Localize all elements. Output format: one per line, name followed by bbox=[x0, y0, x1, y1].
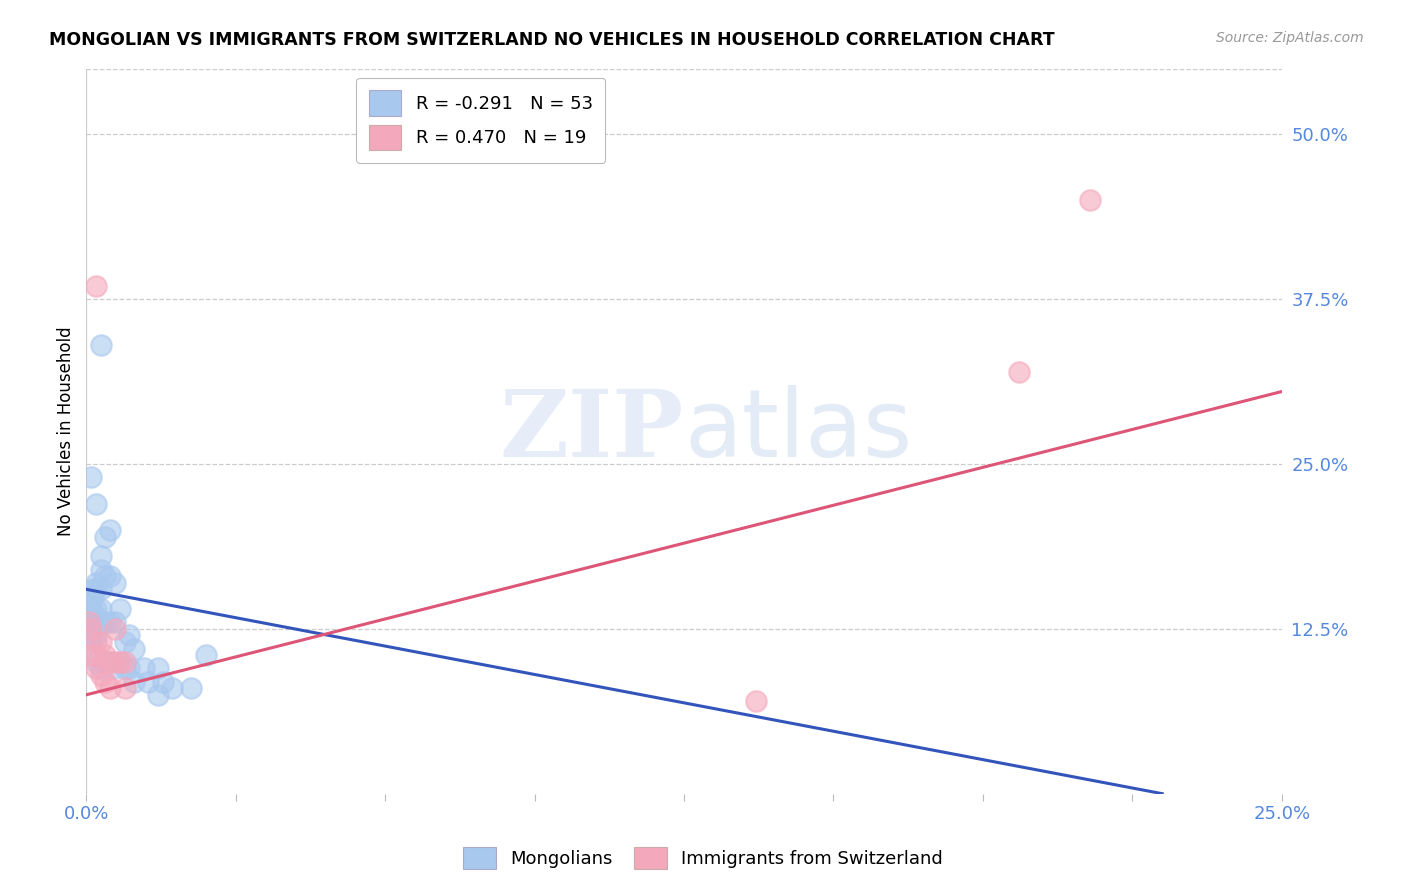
Point bbox=[77, 615, 100, 630]
Point bbox=[114, 681, 136, 696]
Point bbox=[90, 549, 112, 564]
Point bbox=[80, 635, 103, 649]
Point bbox=[84, 575, 107, 590]
Point bbox=[108, 602, 131, 616]
Y-axis label: No Vehicles in Household: No Vehicles in Household bbox=[58, 326, 75, 536]
Point bbox=[114, 655, 136, 669]
Point bbox=[98, 681, 121, 696]
Text: Source: ZipAtlas.com: Source: ZipAtlas.com bbox=[1216, 31, 1364, 45]
Point bbox=[94, 569, 117, 583]
Point bbox=[84, 655, 107, 669]
Point bbox=[90, 562, 112, 576]
Point bbox=[1080, 194, 1102, 208]
Point bbox=[90, 602, 112, 616]
Point bbox=[90, 338, 112, 352]
Point bbox=[82, 582, 104, 597]
Point bbox=[108, 655, 131, 669]
Point bbox=[84, 615, 107, 630]
Point bbox=[80, 595, 103, 609]
Point bbox=[152, 674, 174, 689]
Point bbox=[104, 655, 127, 669]
Point bbox=[104, 615, 127, 630]
Point bbox=[194, 648, 217, 663]
Point bbox=[80, 622, 103, 636]
Point bbox=[114, 661, 136, 675]
Point bbox=[162, 681, 184, 696]
Point bbox=[82, 589, 104, 603]
Point bbox=[94, 655, 117, 669]
Point bbox=[98, 569, 121, 583]
Point bbox=[104, 622, 127, 636]
Point bbox=[146, 688, 169, 702]
Point bbox=[94, 674, 117, 689]
Point bbox=[104, 661, 127, 675]
Point bbox=[98, 615, 121, 630]
Point bbox=[745, 694, 768, 708]
Point bbox=[80, 602, 103, 616]
Legend: Mongolians, Immigrants from Switzerland: Mongolians, Immigrants from Switzerland bbox=[454, 838, 952, 879]
Point bbox=[84, 279, 107, 293]
Point bbox=[1008, 365, 1031, 379]
Point bbox=[80, 648, 103, 663]
Point bbox=[90, 668, 112, 682]
Point bbox=[84, 661, 107, 675]
Point bbox=[84, 622, 107, 636]
Point bbox=[84, 648, 107, 663]
Point bbox=[84, 582, 107, 597]
Point bbox=[94, 530, 117, 544]
Point bbox=[77, 615, 100, 630]
Point bbox=[118, 628, 141, 642]
Point bbox=[114, 635, 136, 649]
Text: ZIP: ZIP bbox=[499, 386, 683, 476]
Text: MONGOLIAN VS IMMIGRANTS FROM SWITZERLAND NO VEHICLES IN HOUSEHOLD CORRELATION CH: MONGOLIAN VS IMMIGRANTS FROM SWITZERLAND… bbox=[49, 31, 1054, 49]
Text: atlas: atlas bbox=[683, 385, 912, 477]
Point bbox=[138, 674, 160, 689]
Point bbox=[84, 608, 107, 623]
Legend: R = -0.291   N = 53, R = 0.470   N = 19: R = -0.291 N = 53, R = 0.470 N = 19 bbox=[356, 78, 606, 163]
Point bbox=[98, 523, 121, 537]
Point bbox=[90, 635, 112, 649]
Point bbox=[84, 497, 107, 511]
Point bbox=[80, 628, 103, 642]
Point bbox=[90, 582, 112, 597]
Point bbox=[84, 602, 107, 616]
Point bbox=[84, 628, 107, 642]
Point bbox=[180, 681, 202, 696]
Point bbox=[146, 661, 169, 675]
Point bbox=[122, 641, 145, 656]
Point bbox=[118, 661, 141, 675]
Point bbox=[94, 615, 117, 630]
Point bbox=[122, 674, 145, 689]
Point bbox=[80, 615, 103, 630]
Point bbox=[132, 661, 155, 675]
Point bbox=[80, 622, 103, 636]
Point bbox=[108, 655, 131, 669]
Point bbox=[80, 470, 103, 484]
Point bbox=[90, 615, 112, 630]
Point bbox=[104, 575, 127, 590]
Point bbox=[90, 661, 112, 675]
Point bbox=[98, 655, 121, 669]
Point bbox=[84, 635, 107, 649]
Point bbox=[94, 648, 117, 663]
Point bbox=[98, 655, 121, 669]
